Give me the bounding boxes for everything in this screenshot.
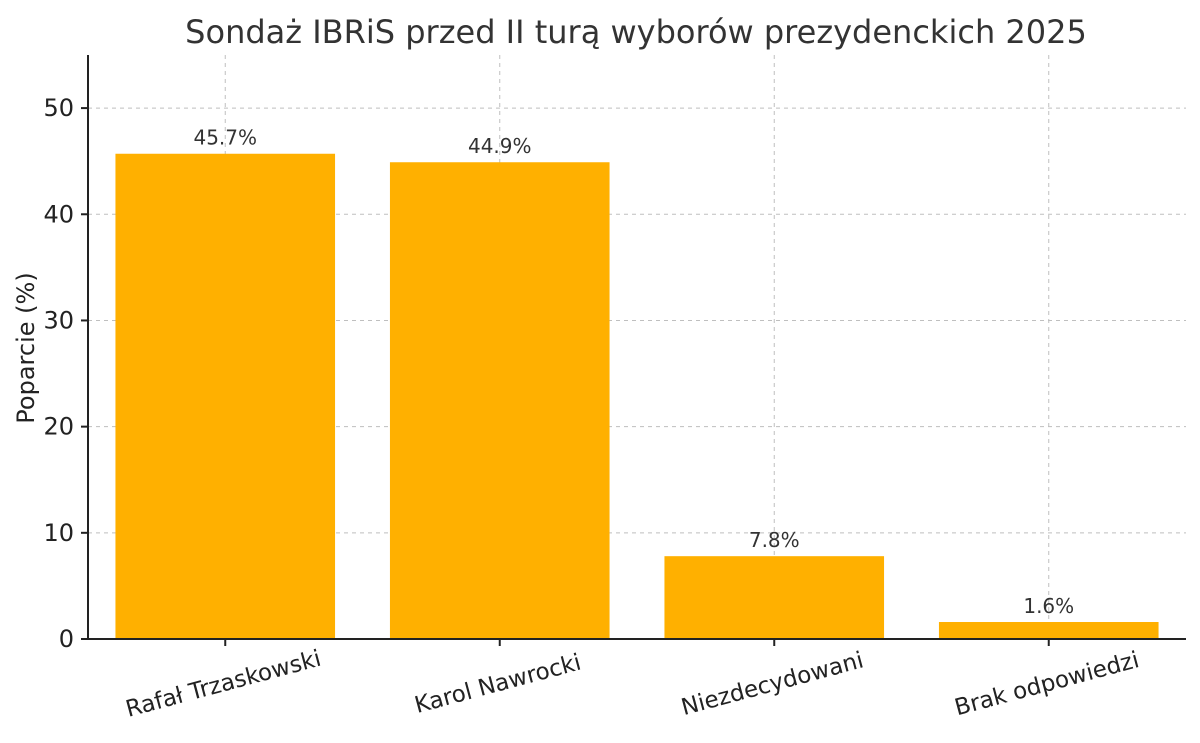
bar — [389, 162, 610, 639]
y-axis-label: Poparcie (%) — [12, 272, 40, 423]
bar-value-label: 44.9% — [468, 134, 532, 158]
y-tick-label: 10 — [43, 519, 74, 547]
x-tick-label: Niezdecydowani — [679, 647, 867, 721]
x-tick-label: Karol Nawrocki — [412, 650, 584, 719]
bar — [115, 153, 336, 639]
y-tick-label: 0 — [59, 625, 74, 653]
x-tick-label: Brak odpowiedzi — [952, 647, 1142, 721]
chart-title: Sondaż IBRiS przed II turą wyborów prezy… — [185, 13, 1087, 51]
axes — [81, 55, 1186, 646]
bar-value-label: 1.6% — [1023, 594, 1074, 618]
y-tick-label: 30 — [43, 306, 74, 334]
bar — [664, 556, 885, 639]
y-tick-label: 40 — [43, 200, 74, 228]
x-tick-label: Rafał Trzaskowski — [123, 646, 324, 723]
bars — [115, 153, 1159, 639]
bar-value-label: 45.7% — [193, 126, 257, 150]
bar-value-label: 7.8% — [749, 528, 800, 552]
y-tick-label: 20 — [43, 413, 74, 441]
y-tick-label: 50 — [43, 94, 74, 122]
bar — [938, 622, 1159, 639]
